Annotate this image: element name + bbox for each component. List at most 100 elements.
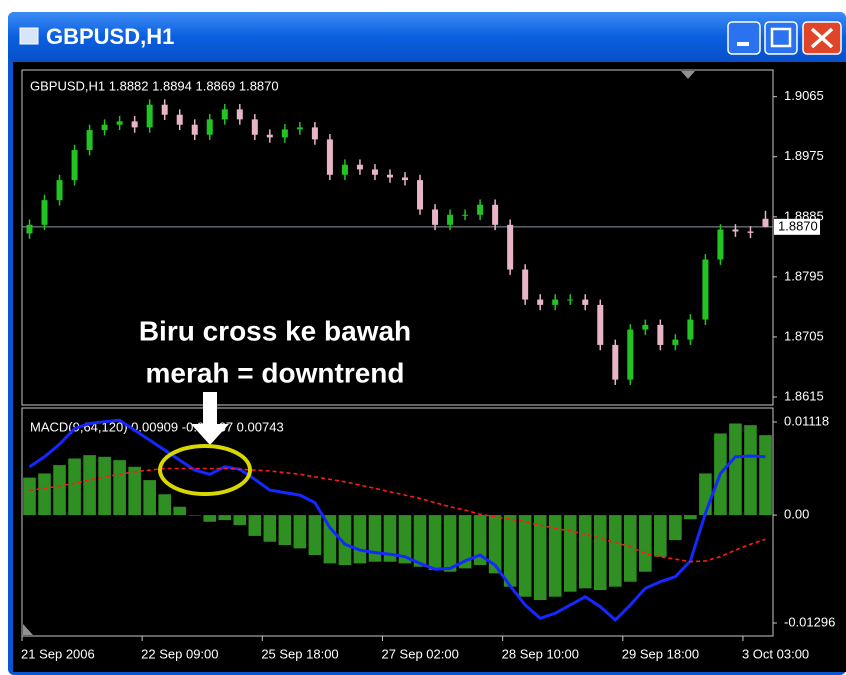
- histogram-bar: [624, 515, 637, 582]
- y-tick-label: 0.00: [784, 507, 809, 522]
- candle-body: [146, 104, 153, 128]
- histogram-bar: [338, 515, 352, 566]
- candle-body: [702, 259, 709, 320]
- shift-marker: [681, 71, 695, 79]
- x-tick-label: 21 Sep 2006: [21, 646, 95, 661]
- histogram-bar: [684, 515, 697, 520]
- indicator-line: [28, 418, 766, 623]
- histogram-bar: [428, 515, 442, 571]
- histogram-bar: [443, 515, 457, 572]
- candle-body: [356, 164, 363, 170]
- histogram-bar: [699, 473, 712, 516]
- y-tick-label: 1.8615: [784, 388, 824, 403]
- plot-layer: 1.90651.89751.88851.87951.87051.86151.88…: [21, 88, 835, 661]
- histogram-bar: [113, 460, 126, 516]
- histogram-bar: [729, 423, 742, 516]
- annotation-layer: Biru cross ke bawah merah = downtrend: [139, 315, 411, 496]
- candle-body: [26, 224, 33, 234]
- price-panel: [21, 69, 774, 406]
- candle-body: [612, 344, 619, 380]
- maximize-button[interactable]: [764, 21, 798, 55]
- histogram-bar: [263, 515, 277, 542]
- candle-body: [341, 164, 348, 175]
- indicator-line: [29, 467, 766, 563]
- candle-body: [657, 324, 664, 345]
- candle-body: [116, 121, 123, 125]
- candle-body: [101, 124, 108, 131]
- price-header: GBPUSD,H1 1.8882 1.8894 1.8869 1.8870: [30, 78, 279, 93]
- window-icon: [19, 27, 39, 45]
- candle-body: [642, 324, 649, 330]
- histogram-bar: [293, 515, 307, 549]
- x-tick-label: 27 Sep 02:00: [381, 646, 458, 661]
- annotation: merah = downtrend: [145, 357, 404, 388]
- histogram-bar: [128, 466, 141, 516]
- macd-header: MACD(9,64,120) 0.00909 -0.00167 0.00743: [30, 419, 284, 434]
- histogram-bar: [744, 425, 757, 516]
- histogram-bar: [23, 477, 36, 516]
- candle-body: [597, 304, 604, 345]
- candle-body: [672, 339, 679, 345]
- histogram-bar: [353, 515, 367, 564]
- candle-body: [386, 174, 393, 178]
- candle-body: [71, 150, 78, 181]
- candle-body: [627, 329, 634, 380]
- annotation: Biru cross ke bawah: [139, 315, 411, 346]
- y-tick-label: 0.01118: [784, 413, 829, 428]
- y-tick-label: 1.8795: [784, 268, 824, 283]
- histogram-bar: [608, 515, 622, 587]
- histogram-bar: [38, 473, 51, 516]
- x-tick-label: 29 Sep 18:00: [622, 646, 699, 661]
- candle-body: [206, 119, 213, 135]
- title-bar: [8, 12, 846, 62]
- histogram-bar: [518, 515, 532, 597]
- histogram-bar: [83, 455, 96, 516]
- candle-body: [717, 229, 724, 260]
- window-title: GBPUSD,H1: [46, 24, 174, 49]
- histogram-bar: [413, 515, 427, 567]
- histogram-bar: [533, 515, 547, 601]
- minimize-glyph: [737, 42, 749, 46]
- minimize-button[interactable]: [727, 21, 761, 55]
- candle-body: [762, 218, 769, 227]
- maximize-glyph: [770, 27, 792, 48]
- candle-body: [582, 299, 589, 305]
- histogram-bar: [173, 506, 187, 516]
- y-tick-label: 1.8705: [784, 328, 824, 343]
- candle-body: [747, 231, 754, 233]
- candle-body: [56, 180, 63, 201]
- histogram-bar: [578, 515, 592, 589]
- x-tick-label: 25 Sep 18:00: [261, 646, 338, 661]
- candle-body: [86, 130, 93, 151]
- candle-body: [687, 319, 694, 340]
- histogram-bar: [473, 515, 487, 566]
- candle-body: [537, 299, 544, 305]
- histogram-bar: [669, 515, 682, 541]
- histogram-bar: [654, 515, 667, 557]
- candle-body: [432, 209, 439, 225]
- y-tick-label: -0.01296: [784, 614, 835, 629]
- candle-body: [296, 127, 303, 130]
- histogram-bar: [218, 515, 232, 521]
- histogram-bar: [68, 458, 81, 516]
- histogram-bar: [233, 515, 247, 526]
- y-tick-label: 1.8975: [784, 148, 824, 163]
- histogram-bar: [458, 515, 472, 569]
- histogram-bar: [323, 515, 337, 564]
- histogram-bar: [593, 515, 607, 591]
- candle-body: [477, 204, 484, 215]
- candle-body: [236, 109, 243, 120]
- close-glyph: [810, 27, 834, 49]
- candle-body: [462, 214, 469, 216]
- histogram-bar: [53, 465, 66, 516]
- candle-body: [41, 200, 48, 225]
- candle-body: [281, 129, 288, 138]
- histogram-bar: [308, 515, 322, 556]
- x-tick-label: 22 Sep 09:00: [141, 646, 218, 661]
- candle-body: [326, 139, 333, 175]
- candle-body: [522, 269, 529, 300]
- histogram-bar: [488, 515, 502, 574]
- histogram-bar: [248, 515, 262, 536]
- x-tick-label: 3 Oct 03:00: [742, 646, 809, 661]
- scroll-marker: [23, 624, 33, 635]
